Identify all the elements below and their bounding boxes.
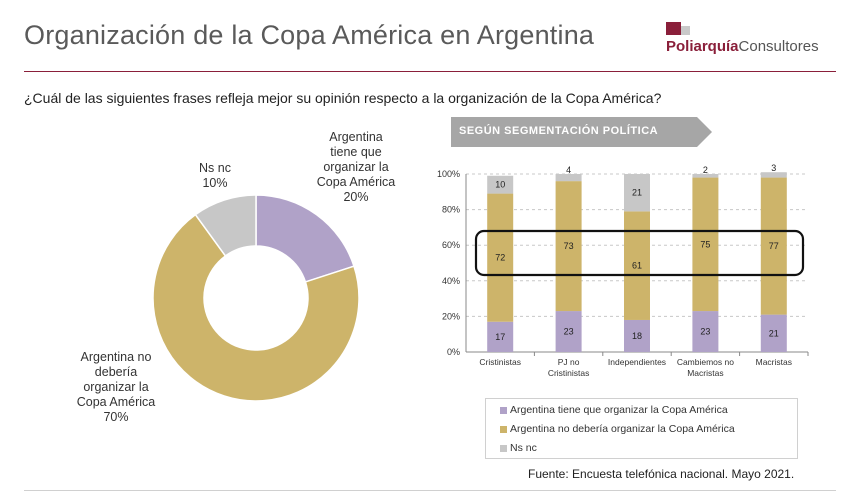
- bar-label-tiene: 17: [495, 332, 505, 342]
- legend-item-tiene: Argentina tiene que organizar la Copa Am…: [500, 404, 728, 416]
- donut-slice-nsnc: [194, 194, 257, 257]
- y-tick-label: 40%: [442, 276, 460, 286]
- chart-legend: Argentina tiene que organizar la Copa Am…: [485, 398, 798, 459]
- donut-label-tiene-text: Argentina tiene que organizar la Copa Améri…: [296, 130, 416, 190]
- y-tick-label: 20%: [442, 311, 460, 321]
- donut-label-line: organizar la: [323, 160, 389, 174]
- bar-label-nsnc: 2: [703, 165, 708, 175]
- footer-divider: [24, 490, 836, 491]
- x-category-label: Cristinistas: [479, 357, 521, 367]
- donut-label-line: debería: [94, 365, 138, 379]
- segment-banner-arrow: [451, 117, 712, 147]
- legend-item-no-deberia: Argentina no debería organizar la Copa A…: [500, 423, 735, 435]
- bar-segment-no-deberia: [692, 177, 719, 312]
- x-category-label: PJ no Cristinistas: [548, 357, 590, 378]
- bar-segment-tiene: [760, 314, 787, 352]
- brand-name: PoliarquíaConsultores: [666, 38, 819, 55]
- donut-slice-tiene: [255, 194, 355, 283]
- bar-label-no-deberia: 72: [495, 253, 505, 263]
- bar-label-no-deberia: 75: [700, 239, 710, 249]
- donut-label-line: Copa América: [316, 175, 396, 189]
- donut-label-line: Ns nc: [199, 161, 231, 175]
- donut-slice-no-deberia: [152, 213, 360, 402]
- donut-label-no-deberia-text: Argentina no debería organizar la Copa Amér…: [56, 350, 176, 410]
- x-category-label: Macristas: [756, 357, 792, 367]
- segment-banner-label: SEGÚN SEGMENTACIÓN POLÍTICA: [459, 125, 659, 137]
- brand-name-regular: Consultores: [738, 38, 819, 55]
- x-category-label: Cambiemos no Macristas: [677, 357, 734, 378]
- bar-label-nsnc: 10: [495, 180, 505, 190]
- bar-segment-no-deberia: [555, 181, 582, 312]
- logo-mark-small-square: [681, 26, 690, 35]
- y-tick-label: 100%: [437, 169, 460, 179]
- donut-label-no-deberia: Argentina no debería organizar la Copa Amér…: [56, 350, 176, 425]
- bar-segment-tiene: [624, 319, 650, 352]
- bar-label-nsnc: 3: [771, 163, 776, 173]
- donut-label-nsnc: Ns nc 10%: [185, 161, 245, 191]
- donut-label-no-deberia-pct: 70%: [103, 410, 129, 424]
- highlight-box: [474, 229, 805, 277]
- donut-label-line: organizar la: [83, 380, 149, 394]
- bar-segment-no-deberia: [760, 177, 787, 315]
- legend-swatch-nsnc: [500, 445, 507, 452]
- bar-segment-nsnc: [760, 172, 787, 178]
- legend-label-nsnc: Ns nc: [510, 442, 537, 454]
- donut-label-line: Copa América: [76, 395, 156, 409]
- bar-segment-tiene: [487, 321, 514, 352]
- y-tick-label: 0%: [447, 347, 460, 357]
- bar-segment-nsnc: [487, 175, 514, 194]
- bar-segment-no-deberia: [487, 193, 514, 322]
- y-tick-label: 60%: [442, 240, 460, 250]
- bar-segment-nsnc: [692, 174, 719, 178]
- page-title: Organización de la Copa América en Argen…: [24, 20, 595, 50]
- bar-label-tiene: 18: [632, 331, 642, 341]
- legend-swatch-tiene: [500, 407, 507, 414]
- legend-label-no-deberia: Argentina no debería organizar la Copa A…: [510, 423, 735, 435]
- bar-label-no-deberia: 73: [564, 241, 574, 251]
- x-category-label: Independientes: [608, 357, 666, 367]
- bar-segment-tiene: [692, 311, 719, 352]
- brand-name-bold: Poliarquía: [666, 38, 739, 55]
- legend-item-nsnc: Ns nc: [500, 442, 537, 454]
- bar-label-nsnc: 21: [632, 188, 642, 198]
- segment-banner: SEGÚN SEGMENTACIÓN POLÍTICA: [451, 117, 712, 147]
- logo-mark-square: [666, 22, 681, 35]
- header-divider: [24, 71, 836, 72]
- bar-label-no-deberia: 77: [769, 241, 779, 251]
- donut-label-nsnc-text: Ns nc: [185, 161, 245, 176]
- y-tick-label: 80%: [442, 205, 460, 215]
- bar-label-no-deberia: 61: [632, 261, 642, 271]
- bar-segment-nsnc: [555, 174, 582, 182]
- bar-label-tiene: 23: [564, 327, 574, 337]
- bar-label-nsnc: 4: [566, 165, 571, 175]
- source-note: Fuente: Encuesta telefónica nacional. Ma…: [528, 467, 795, 481]
- donut-label-line: Argentina no: [80, 350, 152, 364]
- donut-label-tiene-pct: 20%: [343, 190, 369, 204]
- bar-segment-no-deberia: [624, 211, 650, 320]
- donut-label-tiene: Argentina tiene que organizar la Copa Améri…: [296, 130, 416, 205]
- bar-segment-nsnc: [624, 174, 650, 212]
- legend-swatch-no-deberia: [500, 426, 507, 433]
- bar-segment-tiene: [555, 311, 582, 352]
- donut-label-line: Argentina: [329, 130, 383, 144]
- survey-question: ¿Cuál de las siguientes frases refleja m…: [24, 90, 662, 106]
- bar-label-tiene: 23: [700, 327, 710, 337]
- legend-label-tiene: Argentina tiene que organizar la Copa Am…: [510, 404, 728, 416]
- donut-label-nsnc-pct: 10%: [202, 176, 228, 190]
- bar-label-tiene: 21: [769, 328, 779, 338]
- donut-label-line: tiene que: [330, 145, 382, 159]
